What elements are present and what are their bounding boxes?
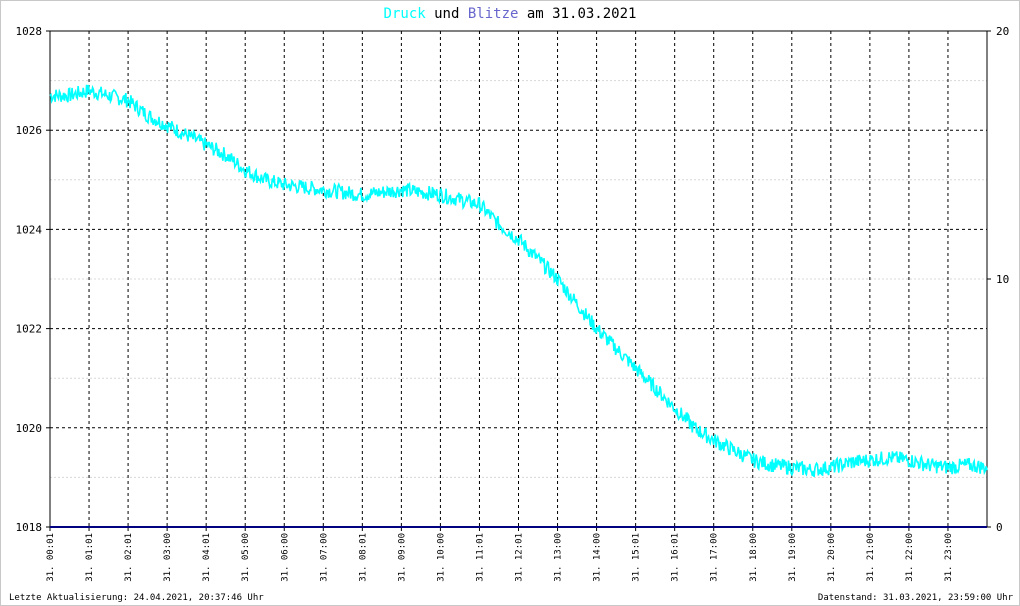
x-axis-tick-label: 31. 11:01 <box>475 533 485 582</box>
left-axis-tick-label: 1020 <box>16 422 43 435</box>
title-word-und: und <box>434 6 460 22</box>
x-axis-tick-label: 31. 00:01 <box>46 533 56 582</box>
right-axis-tick-label: 10 <box>996 273 1009 286</box>
x-axis-tick-label: 31. 16:01 <box>671 533 681 582</box>
x-axis-tick-label: 31. 03:00 <box>163 533 173 582</box>
x-axis-tick-label: 31. 01:01 <box>85 533 95 582</box>
x-axis-tick-label: 31. 02:01 <box>124 533 134 582</box>
x-axis-tick-label: 31. 14:00 <box>593 533 603 582</box>
left-axis-tick-label: 1024 <box>16 223 43 236</box>
x-axis-tick-label: 31. 13:00 <box>554 533 564 582</box>
x-axis-tick-label: 31. 19:00 <box>788 533 798 582</box>
x-axis-tick-label: 31. 06:00 <box>280 533 290 582</box>
title-date: am 31.03.2021 <box>526 6 637 22</box>
druck-series-line <box>49 84 988 478</box>
x-axis-tick-label: 31. 22:00 <box>905 533 915 582</box>
last-update-text: Letzte Aktualisierung: 24.04.2021, 20:37… <box>9 593 264 603</box>
x-axis-tick-label: 31. 07:00 <box>319 533 329 582</box>
x-axis-tick-label: 31. 18:00 <box>749 533 759 582</box>
x-axis-tick-label: 31. 04:01 <box>202 533 212 582</box>
title-series-blitze: Blitze <box>467 6 519 22</box>
x-axis-tick-label: 31. 09:00 <box>397 533 407 582</box>
x-axis-tick-label: 31. 05:00 <box>241 533 251 582</box>
x-axis-tick-label: 31. 21:00 <box>866 533 876 582</box>
right-axis-tick-label: 20 <box>996 25 1009 38</box>
x-axis-tick-label: 31. 20:00 <box>827 533 837 582</box>
data-status-text: Datenstand: 31.03.2021, 23:59:00 Uhr <box>817 593 1013 603</box>
title-series-druck: Druck <box>383 6 426 22</box>
right-axis-tick-label: 0 <box>996 521 1003 534</box>
x-axis-tick-label: 31. 15:01 <box>632 533 642 582</box>
x-axis-tick-label: 31. 23:00 <box>944 533 954 582</box>
left-axis-tick-label: 1022 <box>16 323 43 336</box>
x-axis-tick-label: 31. 17:00 <box>710 533 720 582</box>
x-axis-tick-label: 31. 12:01 <box>515 533 525 582</box>
x-axis-tick-label: 31. 08:01 <box>358 533 368 582</box>
left-axis-tick-label: 1028 <box>16 25 43 38</box>
x-axis-tick-label: 31. 10:00 <box>436 533 446 582</box>
chart-title: Druck und Blitze am 31.03.2021 <box>1 6 1019 22</box>
left-axis-tick-label: 1018 <box>16 521 43 534</box>
left-axis-tick-label: 1026 <box>16 124 43 137</box>
